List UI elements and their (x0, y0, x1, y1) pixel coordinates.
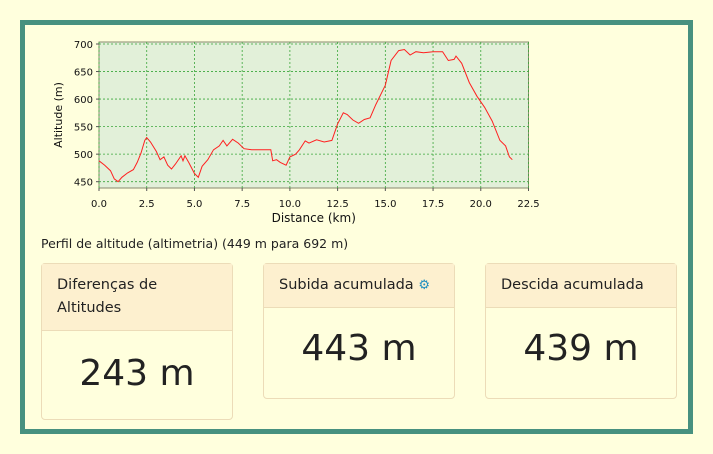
x-tick-label: 15.0 (374, 199, 396, 210)
y-tick-label: 450 (74, 178, 93, 189)
card-altitude-difference: Diferenças de Altitudes 243 m (41, 263, 233, 420)
altitude-chart: 0.0 2.5 5.0 7.5 10.0 12.5 15.0 17.5 20.0 22.5 450 5… (52, 40, 540, 225)
chart-caption: Perfil de altitude (altimetria) (449 m p… (41, 236, 349, 251)
card-accumulated-descent: Descida acumulada 439 m (485, 263, 677, 399)
x-tick-label: 12.5 (326, 199, 348, 210)
x-tick-label: 10.0 (279, 199, 301, 210)
x-tick-label: 7.5 (234, 199, 250, 210)
card-value: 243 m (79, 353, 195, 394)
gears-icon: ⚙ (418, 278, 430, 293)
y-tick-label: 700 (74, 40, 93, 51)
y-tick-label: 650 (74, 68, 93, 79)
y-axis-label: Altitude (m) (52, 82, 65, 148)
x-tick-label: 20.0 (470, 199, 492, 210)
plot-area (98, 41, 529, 189)
x-axis-label: Distance (km) (272, 211, 356, 225)
x-tick-label: 17.5 (422, 199, 444, 210)
x-tick-label: 5.0 (186, 199, 202, 210)
y-tick-label: 500 (74, 150, 93, 161)
card-header: Subida acumulada ⚙ (264, 264, 454, 308)
y-tick-label: 600 (74, 95, 93, 106)
x-tick-label: 0.0 (91, 199, 107, 210)
card-title: Descida acumulada (486, 264, 676, 308)
y-tick-label: 550 (74, 123, 93, 134)
x-tick-label: 2.5 (139, 199, 155, 210)
x-tick-label: 22.5 (517, 199, 539, 210)
card-value: 443 m (301, 328, 417, 369)
card-accumulated-ascent: Subida acumulada ⚙ 443 m (263, 263, 455, 399)
altitude-line (98, 48, 513, 183)
card-title: Subida acumulada (279, 277, 414, 293)
card-title: Diferenças de Altitudes (42, 264, 232, 331)
card-value: 439 m (523, 328, 639, 369)
